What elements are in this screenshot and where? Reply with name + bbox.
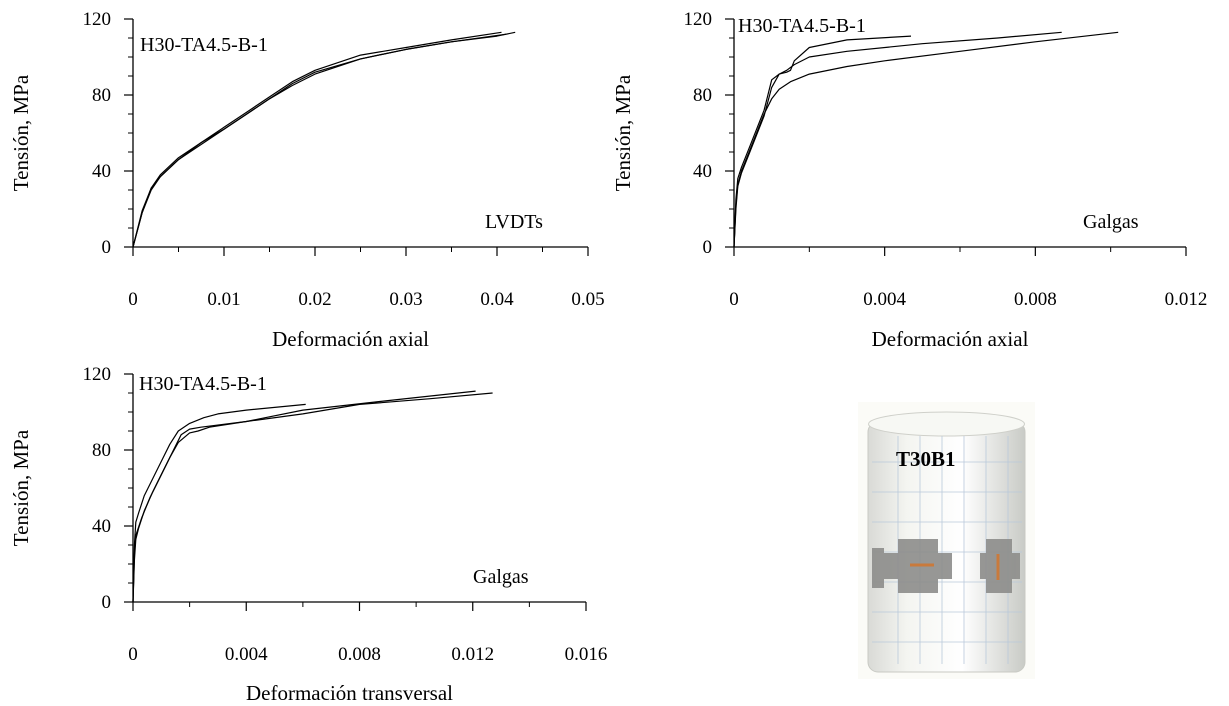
y-tick-label: 40: [693, 161, 712, 182]
y-tick-label: 80: [693, 85, 712, 106]
x-tick-label: 0.004: [225, 644, 268, 665]
x-tick-label: 0.03: [389, 289, 422, 310]
series-line-3: [132, 390, 476, 603]
x-tick-label: 0.008: [1014, 289, 1057, 310]
x-tick-label: 0.012: [1165, 289, 1208, 310]
x-tick-label: 0: [128, 644, 138, 665]
x-tick-label: 0.004: [863, 289, 906, 310]
series-line-2: [132, 31, 502, 248]
y-tick-label: 0: [703, 237, 713, 258]
x-tick-label: 0.04: [480, 289, 514, 310]
series-line-1: [132, 31, 516, 248]
x-tick-label: 0.008: [338, 644, 381, 665]
x-tick-label: 0.016: [565, 644, 608, 665]
chart-lvdt-axial: 0 0.01 0.02 0.03 0.04 0.05 0 40 80 120 Deformación…: [9, 9, 605, 351]
y-tick-label: 80: [92, 440, 111, 461]
chart-gauges-axial: 0 0.004 0.008 0.012 0 40 80 120 Deformación axia…: [611, 9, 1207, 351]
y-tick-label: 40: [92, 161, 111, 182]
x-tick-label: 0: [729, 289, 739, 310]
specimen-photo: T30B1: [858, 402, 1035, 679]
y-axis-title: Tensión, MPa: [9, 429, 33, 546]
specimen-id-annotation: H30-TA4.5-B-1: [140, 34, 268, 56]
x-axis-title: Deformación axial: [272, 327, 429, 351]
series-line-3: [733, 31, 1062, 248]
sensor-annotation: Galgas: [1083, 211, 1139, 233]
series-line-2: [733, 35, 912, 248]
x-tick-label: 0: [128, 289, 138, 310]
sensor-annotation: Galgas: [473, 566, 529, 588]
x-tick-label: 0.01: [207, 289, 240, 310]
y-tick-label: 120: [684, 9, 713, 30]
x-axis-title: Deformación axial: [872, 327, 1029, 351]
series-line-3: [132, 33, 507, 248]
x-tick-label: 0.012: [451, 644, 494, 665]
y-axis-title: Tensión, MPa: [611, 74, 635, 191]
sensor-annotation: LVDTs: [485, 211, 543, 233]
specimen-id-annotation: H30-TA4.5-B-1: [139, 373, 267, 395]
specimen-id-annotation: H30-TA4.5-B-1: [738, 15, 866, 37]
y-tick-label: 120: [83, 364, 112, 385]
x-tick-label: 0.02: [298, 289, 331, 310]
y-axis-title: Tensión, MPa: [9, 74, 33, 191]
series-line-1: [733, 31, 1119, 248]
y-tick-label: 0: [102, 592, 112, 613]
specimen-label: T30B1: [896, 447, 956, 471]
x-axis-title: Deformación transversal: [246, 681, 453, 705]
y-tick-label: 40: [92, 516, 111, 537]
series-line-1: [132, 392, 493, 603]
x-tick-label: 0.05: [571, 289, 604, 310]
series-line-2: [132, 403, 306, 603]
y-tick-label: 0: [102, 237, 112, 258]
chart-gauges-transverse: 0 0.004 0.008 0.012 0.016 0 40 80 120 Deformación…: [9, 364, 607, 705]
y-tick-label: 80: [92, 85, 111, 106]
y-tick-label: 120: [83, 9, 112, 30]
